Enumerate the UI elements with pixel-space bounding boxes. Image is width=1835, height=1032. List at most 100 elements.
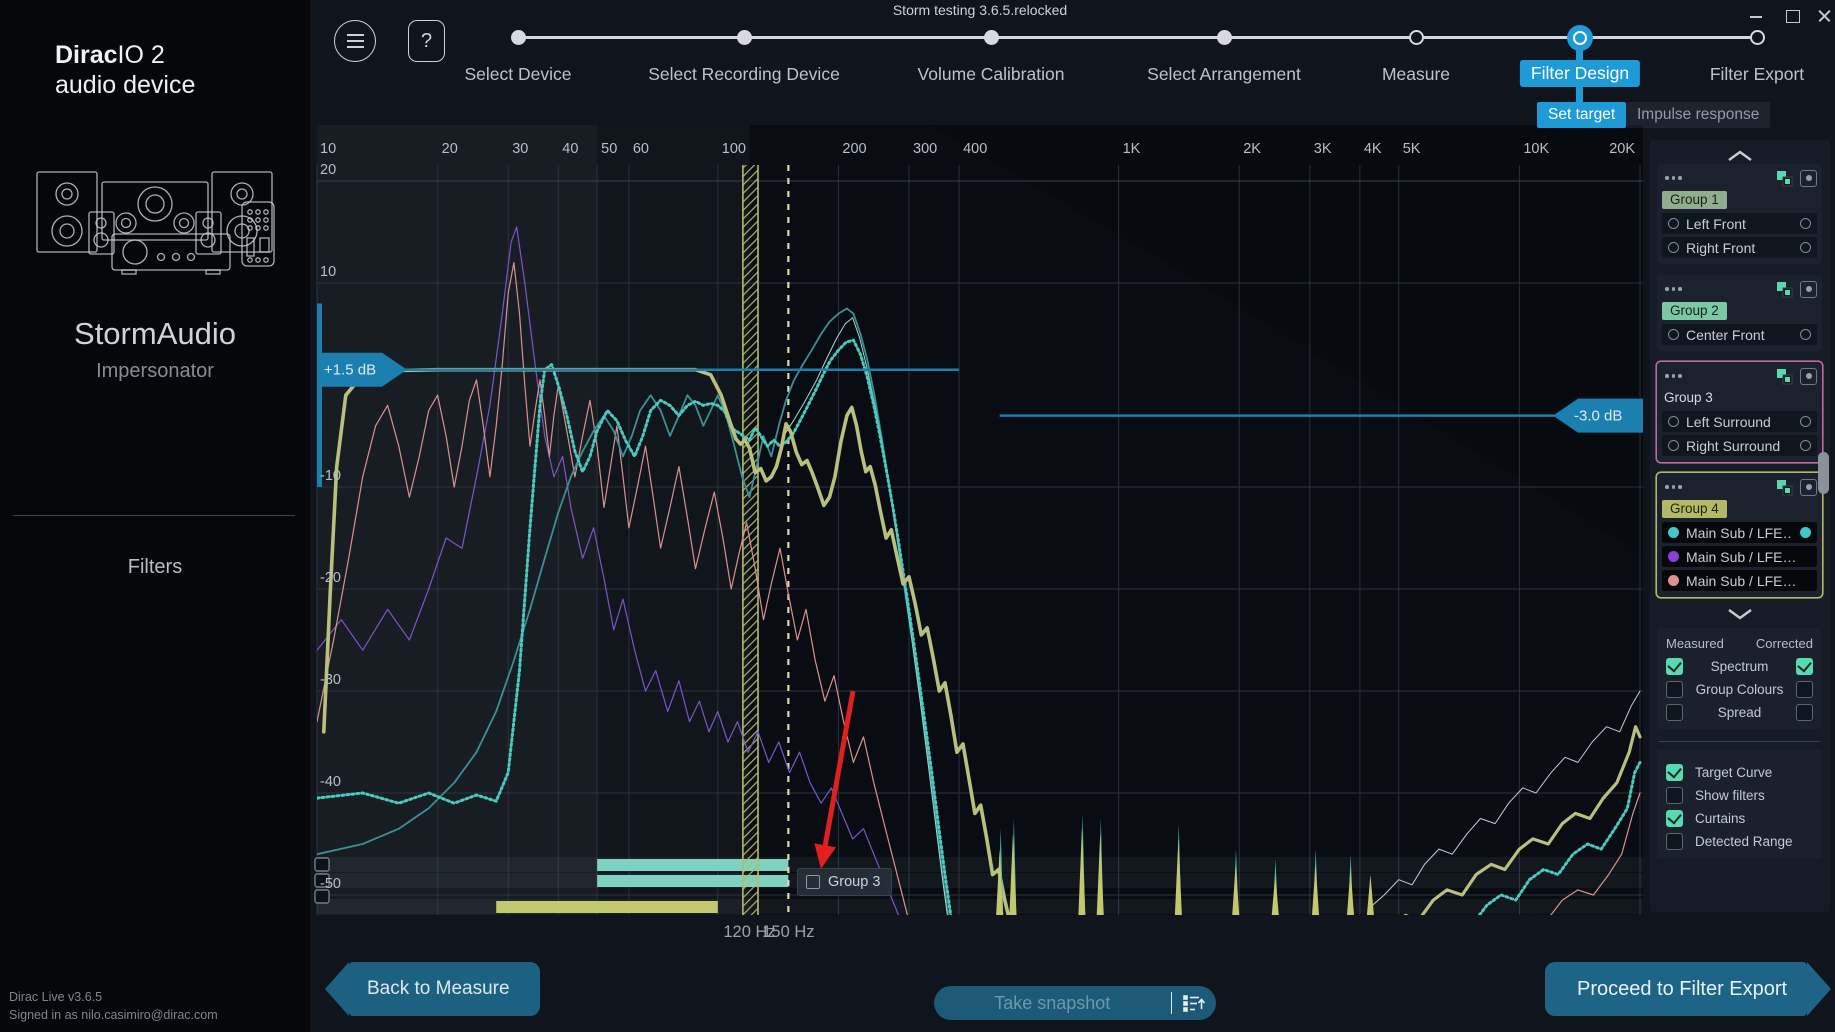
channel-radio-right[interactable] bbox=[1800, 242, 1811, 253]
group-menu-icon[interactable] bbox=[1665, 287, 1682, 291]
proceed-to-filter-export-button[interactable]: Proceed to Filter Export bbox=[1545, 962, 1832, 1016]
step-label-filter-export[interactable]: Filter Export bbox=[1709, 64, 1805, 84]
channel-row-main-sub-lfe-[interactable]: Main Sub / LFE… bbox=[1662, 522, 1817, 543]
subtab-impulse-response[interactable]: Impulse response bbox=[1626, 102, 1771, 128]
group-card-group-2[interactable]: Group 2 Center Front bbox=[1657, 275, 1822, 351]
groups-scrollbar-thumb[interactable] bbox=[1818, 452, 1829, 494]
group-solo-icon[interactable] bbox=[1800, 478, 1817, 496]
step-dot-select-recording-device[interactable] bbox=[736, 30, 752, 45]
step-dot-filter-design[interactable] bbox=[1567, 25, 1593, 51]
channel-row-left-front[interactable]: Left Front bbox=[1662, 213, 1817, 234]
step-dot-measure[interactable] bbox=[1408, 30, 1424, 45]
band-row-checkbox[interactable] bbox=[314, 889, 330, 904]
detected-range-bar[interactable] bbox=[597, 859, 789, 871]
step-dot-volume-calibration[interactable] bbox=[983, 30, 999, 45]
channel-row-main-sub-lfe-[interactable]: Main Sub / LFE… bbox=[1662, 546, 1817, 567]
group-menu-icon[interactable] bbox=[1665, 485, 1682, 489]
step-dot-select-device[interactable] bbox=[510, 30, 526, 45]
scroll-down-icon[interactable] bbox=[1727, 608, 1753, 620]
sidebar-item-filters[interactable]: Filters bbox=[127, 556, 183, 578]
target-level-flag-high[interactable] bbox=[1553, 398, 1643, 433]
group-menu-icon[interactable] bbox=[1665, 374, 1682, 378]
step-label-select-recording-device[interactable]: Select Recording Device bbox=[648, 64, 840, 84]
channel-radio-left[interactable] bbox=[1668, 218, 1679, 229]
view-checkbox-detected-range[interactable] bbox=[1666, 833, 1683, 850]
channel-row-center-front[interactable]: Center Front bbox=[1662, 324, 1817, 345]
step-label-select-device[interactable]: Select Device bbox=[464, 64, 572, 84]
group-solo-icon[interactable] bbox=[1800, 280, 1817, 298]
corrected-checkbox-group-colours[interactable] bbox=[1796, 681, 1813, 698]
channel-radio-left[interactable] bbox=[1668, 242, 1679, 253]
view-row-label: Detected Range bbox=[1695, 834, 1793, 849]
channel-row-right-surround[interactable]: Right Surround bbox=[1662, 435, 1817, 456]
x-tick-label: 5K bbox=[1403, 141, 1421, 157]
help-button[interactable]: ? bbox=[408, 20, 445, 62]
group-solo-icon[interactable] bbox=[1800, 169, 1817, 187]
channel-radio-right[interactable] bbox=[1800, 329, 1811, 340]
group-card-group-4[interactable]: Group 4 Main Sub / LFE… Main Sub / LFE… Mai… bbox=[1657, 473, 1822, 597]
channel-radio-right[interactable] bbox=[1800, 218, 1811, 229]
back-to-measure-button[interactable]: Back to Measure bbox=[325, 962, 540, 1016]
display-row-group-colours: Group Colours bbox=[1666, 681, 1813, 698]
group-card-group-1[interactable]: Group 1 Left Front Right Front bbox=[1657, 164, 1822, 264]
band-row-checkbox[interactable] bbox=[314, 873, 330, 888]
step-dot-filter-export[interactable] bbox=[1749, 30, 1765, 45]
step-label-volume-calibration[interactable]: Volume Calibration bbox=[917, 64, 1065, 84]
group-filter-icon[interactable] bbox=[1776, 368, 1793, 385]
group-menu-icon[interactable] bbox=[1665, 176, 1682, 180]
menu-button[interactable] bbox=[334, 20, 376, 62]
target-level-flag-low[interactable] bbox=[317, 352, 407, 387]
channel-label: Main Sub / LFE… bbox=[1686, 524, 1793, 541]
channel-radio-left[interactable] bbox=[1668, 329, 1679, 340]
scroll-up-icon[interactable] bbox=[1727, 150, 1753, 162]
step-label-measure[interactable]: Measure bbox=[1381, 64, 1451, 84]
channel-radio-right[interactable] bbox=[1800, 440, 1811, 451]
measured-checkbox-group-colours[interactable] bbox=[1666, 681, 1683, 698]
view-row-show-filters: Show filters bbox=[1666, 787, 1813, 804]
step-dot-select-arrangement[interactable] bbox=[1216, 30, 1232, 45]
channel-row-left-surround[interactable]: Left Surround bbox=[1662, 411, 1817, 432]
view-row-target-curve: Target Curve bbox=[1666, 764, 1813, 781]
measured-checkbox-spread[interactable] bbox=[1666, 704, 1683, 721]
detected-range-bar[interactable] bbox=[597, 875, 789, 887]
channel-row-main-sub-lfe-[interactable]: Main Sub / LFE… bbox=[1662, 570, 1817, 591]
channel-label: Center Front bbox=[1686, 326, 1765, 343]
step-label-select-arrangement[interactable]: Select Arrangement bbox=[1147, 64, 1301, 84]
group-filter-icon[interactable] bbox=[1776, 281, 1793, 298]
y-tick-label: -20 bbox=[320, 570, 341, 586]
corrected-checkbox-spectrum[interactable] bbox=[1796, 658, 1813, 675]
frequency-response-chart[interactable]: +1.5 dB -3.0 dB 10 20 30 40 50 60 100 200 300 400 1K… bbox=[310, 125, 1650, 955]
detected-range-bar[interactable] bbox=[496, 901, 718, 913]
take-snapshot-button[interactable]: Take snapshot bbox=[934, 986, 1216, 1020]
view-checkbox-show-filters[interactable] bbox=[1666, 787, 1683, 804]
close-icon[interactable] bbox=[1814, 6, 1835, 26]
minimize-icon[interactable] bbox=[1746, 6, 1768, 26]
group-filter-icon[interactable] bbox=[1776, 479, 1793, 496]
group-solo-icon[interactable] bbox=[1800, 367, 1817, 385]
view-checkbox-curtains[interactable] bbox=[1666, 810, 1683, 827]
view-checkbox-target-curve[interactable] bbox=[1666, 764, 1683, 781]
group3-checkbox[interactable] bbox=[806, 875, 820, 889]
channel-radio-left[interactable] bbox=[1668, 440, 1679, 451]
display-row-label: Group Colours bbox=[1695, 682, 1784, 697]
channel-radio-left[interactable] bbox=[1668, 416, 1679, 427]
step-label-filter-design[interactable]: Filter Design bbox=[1519, 60, 1641, 87]
group-filter-icon[interactable] bbox=[1776, 170, 1793, 187]
corrected-checkbox-spread[interactable] bbox=[1796, 704, 1813, 721]
channel-row-right-front[interactable]: Right Front bbox=[1662, 237, 1817, 258]
group-card-group-3[interactable]: Group 3 Left Surround Right Surround bbox=[1657, 362, 1822, 462]
subtab-set-target[interactable]: Set target bbox=[1537, 102, 1627, 128]
snapshot-list-icon[interactable] bbox=[1172, 994, 1216, 1012]
channel-radio-right[interactable] bbox=[1800, 416, 1811, 427]
group3-visibility-tooltip[interactable]: Group 3 bbox=[797, 868, 893, 896]
device-name-rest: IO 2 bbox=[117, 41, 165, 69]
band-row-checkbox[interactable] bbox=[314, 857, 330, 872]
target-left-edge-handle[interactable] bbox=[317, 303, 322, 487]
measured-checkbox-spectrum[interactable] bbox=[1666, 658, 1683, 675]
spikes-olive bbox=[1009, 833, 1017, 915]
spikes-olive bbox=[1346, 869, 1354, 915]
spikes-olive bbox=[1078, 828, 1086, 915]
maximize-icon[interactable] bbox=[1782, 6, 1804, 26]
view-row-label: Curtains bbox=[1695, 811, 1746, 826]
back-button-label: Back to Measure bbox=[349, 962, 540, 1016]
